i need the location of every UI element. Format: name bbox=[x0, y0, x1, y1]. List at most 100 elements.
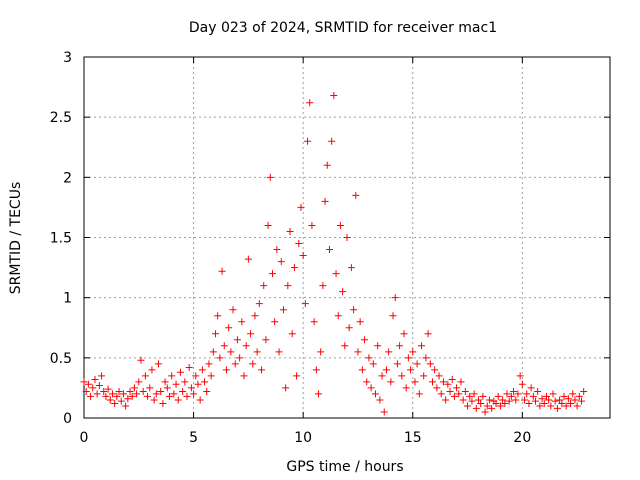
data-point bbox=[485, 396, 493, 404]
data-point bbox=[273, 246, 281, 254]
data-point bbox=[198, 366, 206, 374]
data-point bbox=[575, 392, 583, 400]
data-point bbox=[496, 402, 504, 410]
data-point bbox=[284, 282, 292, 290]
data-point bbox=[562, 402, 570, 410]
data-point bbox=[527, 384, 535, 392]
data-point bbox=[98, 372, 106, 380]
data-point bbox=[174, 396, 182, 404]
data-point bbox=[297, 203, 305, 211]
data-point bbox=[205, 360, 213, 368]
x-tick-label: 10 bbox=[294, 430, 312, 446]
data-point bbox=[317, 348, 325, 356]
x-tick-label: 5 bbox=[189, 430, 198, 446]
data-point bbox=[80, 378, 88, 386]
data-point bbox=[553, 404, 561, 412]
data-point bbox=[139, 388, 147, 396]
data-point bbox=[479, 392, 487, 400]
data-point bbox=[133, 390, 141, 398]
data-point bbox=[466, 392, 474, 400]
data-point bbox=[146, 384, 154, 392]
data-point bbox=[165, 392, 173, 400]
data-points bbox=[80, 92, 588, 416]
data-point bbox=[361, 336, 369, 344]
data-point bbox=[336, 221, 344, 229]
data-point bbox=[551, 397, 559, 405]
data-point bbox=[141, 372, 149, 380]
data-point bbox=[122, 402, 130, 410]
data-point bbox=[87, 392, 95, 400]
data-point bbox=[89, 384, 97, 392]
data-point bbox=[159, 400, 167, 408]
data-point bbox=[82, 388, 90, 396]
data-point bbox=[227, 348, 235, 356]
data-point bbox=[306, 99, 314, 107]
data-point bbox=[516, 372, 524, 380]
data-point bbox=[244, 255, 252, 263]
data-point bbox=[382, 366, 390, 374]
data-point bbox=[126, 388, 134, 396]
data-point bbox=[411, 378, 419, 386]
data-point bbox=[216, 354, 224, 362]
data-point bbox=[396, 342, 404, 350]
data-point bbox=[247, 330, 255, 338]
data-point bbox=[560, 392, 568, 400]
data-point bbox=[312, 366, 320, 374]
data-point bbox=[152, 390, 160, 398]
data-point bbox=[183, 392, 191, 400]
data-point bbox=[542, 392, 550, 400]
data-point bbox=[192, 372, 200, 380]
data-point bbox=[117, 397, 125, 405]
data-point bbox=[457, 378, 465, 386]
data-point bbox=[249, 360, 257, 368]
data-point bbox=[106, 396, 114, 404]
data-point bbox=[240, 372, 248, 380]
data-point bbox=[253, 348, 261, 356]
data-point bbox=[295, 240, 303, 248]
data-point bbox=[374, 342, 382, 350]
y-axis-label: SRMTID / TECUs bbox=[8, 182, 24, 295]
data-point bbox=[525, 400, 533, 408]
data-point bbox=[135, 378, 143, 386]
data-point bbox=[367, 384, 375, 392]
data-point bbox=[124, 395, 132, 403]
data-point bbox=[304, 137, 312, 145]
data-point bbox=[242, 342, 250, 350]
data-point bbox=[448, 375, 456, 383]
data-point bbox=[573, 402, 581, 410]
data-point bbox=[549, 390, 557, 398]
data-point bbox=[459, 396, 467, 404]
data-point bbox=[413, 360, 421, 368]
data-point bbox=[472, 404, 480, 412]
data-point bbox=[558, 400, 566, 408]
data-point bbox=[310, 318, 318, 326]
data-point bbox=[286, 227, 294, 235]
data-point bbox=[128, 392, 136, 400]
data-point bbox=[214, 312, 222, 320]
data-point bbox=[514, 390, 522, 398]
data-point bbox=[483, 402, 491, 410]
data-point bbox=[488, 404, 496, 412]
data-point bbox=[264, 221, 272, 229]
data-point bbox=[453, 384, 461, 392]
y-tick-label: 1 bbox=[63, 291, 72, 307]
x-tick-label: 15 bbox=[404, 430, 422, 446]
y-tick-label: 3 bbox=[63, 50, 72, 66]
data-point bbox=[181, 378, 189, 386]
data-point bbox=[229, 306, 237, 314]
data-point bbox=[444, 380, 452, 388]
data-point bbox=[260, 282, 268, 290]
data-point bbox=[325, 246, 333, 254]
data-point bbox=[446, 388, 454, 396]
data-point bbox=[95, 382, 103, 390]
data-point bbox=[547, 402, 555, 410]
data-point bbox=[435, 372, 443, 380]
data-point bbox=[130, 384, 138, 392]
x-tick-label: 20 bbox=[513, 430, 531, 446]
data-point bbox=[238, 318, 246, 326]
y-tick-label: 2 bbox=[63, 170, 72, 186]
data-point bbox=[321, 197, 329, 205]
data-point bbox=[422, 354, 430, 362]
data-point bbox=[220, 342, 228, 350]
data-point bbox=[564, 395, 572, 403]
